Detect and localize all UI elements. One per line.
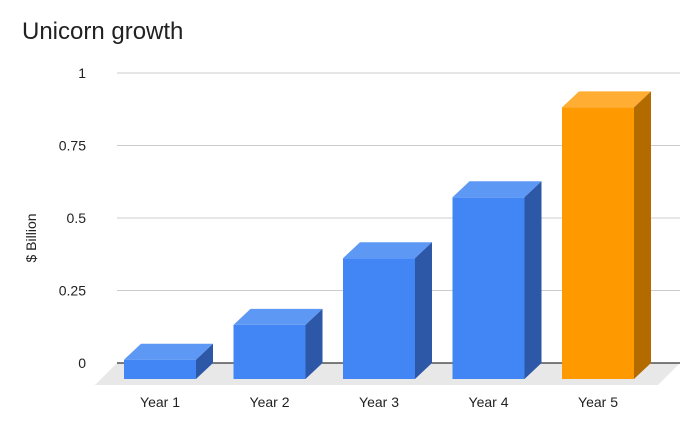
bar bbox=[233, 308, 323, 379]
x-tick-label: Year 3 bbox=[359, 394, 399, 410]
chart-title: Unicorn growth bbox=[22, 18, 184, 45]
bar bbox=[343, 242, 432, 379]
bar-front bbox=[562, 107, 634, 380]
bar-side bbox=[196, 343, 213, 379]
y-tick-label: 0 bbox=[78, 355, 86, 371]
bar bbox=[452, 181, 542, 379]
bar-top bbox=[233, 308, 323, 325]
x-tick-label: Year 2 bbox=[250, 394, 290, 410]
y-tick-label: 0.5 bbox=[67, 210, 87, 226]
y-tick-label: 1 bbox=[78, 65, 86, 81]
bar-side bbox=[305, 308, 323, 379]
bar-front bbox=[452, 197, 525, 379]
bar-front bbox=[233, 324, 306, 379]
bar bbox=[562, 91, 651, 380]
bar-side bbox=[415, 242, 432, 379]
bar-side bbox=[634, 91, 651, 380]
y-axis-title: $ Billion bbox=[23, 213, 39, 262]
bar-top bbox=[562, 91, 651, 108]
bar-side bbox=[524, 181, 542, 379]
bar-top bbox=[452, 181, 542, 198]
bar-front bbox=[343, 258, 415, 379]
y-tick-label: 0.25 bbox=[59, 283, 86, 299]
bar-top bbox=[343, 242, 432, 259]
bar-front bbox=[124, 359, 196, 379]
bar bbox=[124, 343, 213, 379]
x-tick-label: Year 1 bbox=[140, 394, 180, 410]
y-tick-label: 0.75 bbox=[59, 138, 86, 154]
bar-top bbox=[124, 343, 213, 360]
x-tick-label: Year 4 bbox=[469, 394, 509, 410]
x-tick-label: Year 5 bbox=[578, 394, 618, 410]
